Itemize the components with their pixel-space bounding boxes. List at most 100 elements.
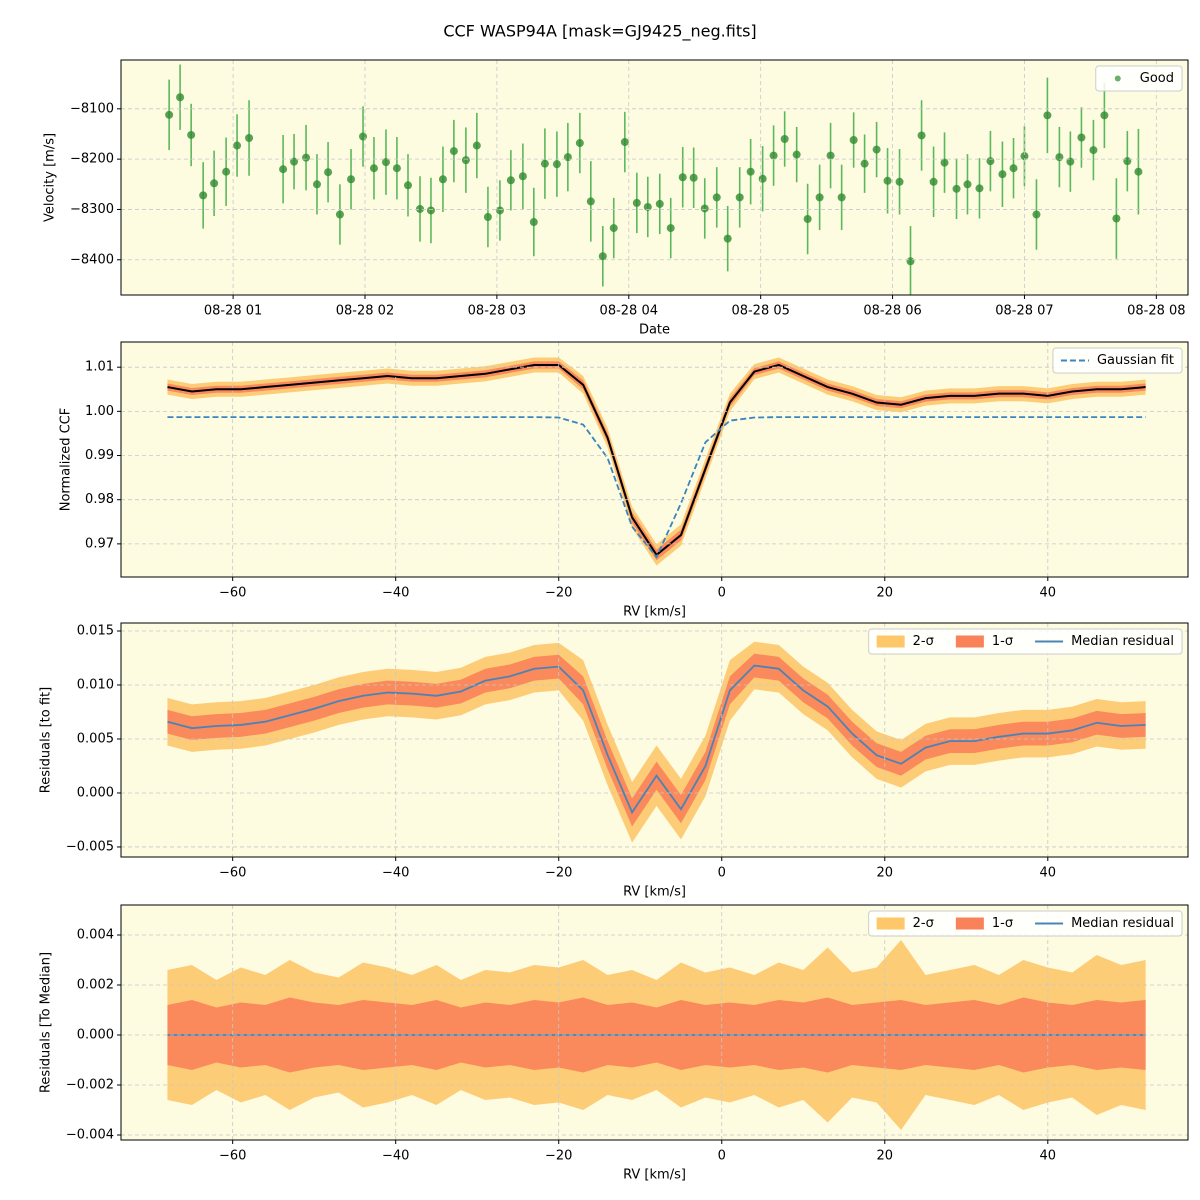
data-point [700,204,709,213]
data-point [575,139,584,148]
x-tick-label: 20 [876,1149,893,1164]
y-tick-label: −0.002 [66,1078,114,1093]
y-tick-label: −0.004 [66,1128,114,1143]
x-axis-label: RV [km/s] [623,605,686,620]
frame [120,59,1189,296]
y-tick-label: 0.015 [77,623,114,638]
legend-label: Good [1140,71,1174,86]
legend-label: 2-σ [913,916,934,931]
data-point [222,167,231,176]
band [167,357,1146,566]
legend-label: Median residual [1071,634,1174,649]
data-point [563,153,572,162]
y-axis-label: Residuals [to fit] [39,687,54,793]
x-tick-label: 08-28 05 [731,304,789,319]
y-tick-label: −8300 [70,202,114,217]
x-tick-label: 40 [1040,1149,1057,1164]
data-point [952,184,961,193]
data-point [643,202,652,211]
data-point [552,160,561,169]
data-point [449,147,458,156]
x-tick-label: 08-28 02 [336,304,394,319]
y-axis-label: Normalized CCF [59,408,74,512]
x-tick-label: −40 [382,586,409,601]
y-tick-label: 0.000 [77,785,114,800]
data-point [735,193,744,202]
data-point [712,193,721,202]
data-point [1077,133,1086,142]
legend-box [1052,347,1183,374]
y-tick-label: 0.002 [77,978,114,993]
data-point [1100,111,1109,120]
data-point [963,180,972,189]
legend-patch [955,635,984,648]
x-tick-label: −60 [219,586,246,601]
frame [120,341,1189,578]
data-point [279,165,288,174]
x-tick-label: 08-28 03 [468,304,526,319]
data-point [1020,152,1029,161]
data-point [392,164,401,173]
x-tick-label: 40 [1040,866,1057,881]
legend-patch [876,917,905,930]
data-point [199,191,208,200]
data-point [860,159,869,168]
plot-layer [167,641,1146,843]
data-point [210,179,219,188]
y-tick-label: 0.99 [85,448,114,463]
legend: 2-σ 1-σ Median residual [868,628,1183,655]
data-point [176,93,185,102]
line [167,363,1146,557]
x-tick-label: 0 [718,586,726,601]
x-tick-label: 40 [1040,586,1057,601]
legend-patch [955,917,984,930]
plot-area [121,60,1188,295]
y-tick-label: 1.01 [85,360,114,375]
data-point [359,132,368,141]
y-axis-label: Residuals [To Median] [39,952,54,1093]
plot-layer [167,357,1146,566]
data-point [461,156,470,165]
data-point [187,130,196,139]
data-point [324,168,333,177]
data-point [849,136,858,145]
data-point [369,164,378,173]
data-point [540,159,549,168]
x-axis-label: RV [km/s] [623,885,686,900]
data-point [609,224,618,233]
y-axis-label: Velocity [m/s] [43,133,58,222]
x-tick-label: −60 [219,866,246,881]
x-tick-label: 20 [876,866,893,881]
data-point [495,206,504,215]
data-point [381,158,390,167]
legend-marker [1114,75,1121,82]
data-point [233,141,242,150]
data-point [1112,214,1121,223]
data-point [826,151,835,160]
data-point [415,204,424,213]
line [167,416,1146,559]
data-point [1066,157,1075,166]
data-point [975,184,984,193]
data-point [929,177,938,186]
data-point [483,213,492,222]
data-point [883,176,892,185]
data-point [1123,157,1132,166]
data-point [335,210,344,219]
x-tick-label: 08-28 07 [995,304,1053,319]
data-point [529,218,538,227]
data-point [689,173,698,182]
y-tick-label: −0.005 [66,839,114,854]
data-point [917,131,926,140]
data-point [1089,146,1098,155]
data-point [426,206,435,215]
data-point [245,133,254,142]
legend-label: 1-σ [992,916,1013,931]
y-tick-label: 0.005 [77,731,114,746]
legend-box [868,910,1183,937]
data-point [632,198,641,207]
data-point [347,175,356,184]
y-tick-label: −8200 [70,152,114,167]
y-tick-label: 1.00 [85,404,114,419]
data-point [895,177,904,186]
